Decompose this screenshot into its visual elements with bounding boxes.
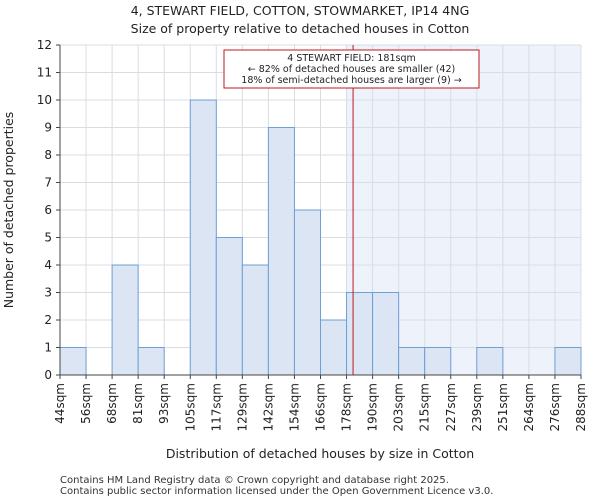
bar-14 [424, 347, 452, 376]
y-axis-label: Number of detached properties [1, 112, 16, 309]
annotation-line-3: 18% of semi-detached houses are larger (… [241, 75, 461, 86]
annotation-line-1: 4 STEWART FIELD: 181sqm [287, 53, 415, 64]
x-tick-label-2: 68sqm [105, 383, 119, 424]
bar-19 [554, 347, 582, 376]
chart-subtitle: Size of property relative to detached ho… [131, 21, 470, 36]
bar-2 [111, 264, 139, 376]
bar-0 [59, 347, 87, 376]
bar-13 [398, 347, 426, 376]
bar-8 [267, 127, 295, 376]
annotation-box [223, 49, 480, 89]
y-tick-label-6: 6 [44, 203, 52, 217]
x-tick-label-6: 117sqm [209, 383, 223, 431]
x-tick-label-1: 56sqm [79, 383, 93, 424]
x-tick-label-20: 288sqm [574, 383, 588, 431]
y-tick-label-1: 1 [44, 341, 52, 355]
y-tick-label-11: 11 [37, 66, 52, 80]
x-tick-label-13: 203sqm [392, 383, 406, 431]
x-tick-label-14: 215sqm [418, 383, 432, 431]
x-axis-label: Distribution of detached houses by size … [166, 446, 474, 461]
x-tick-label-8: 142sqm [261, 383, 275, 431]
x-tick-label-17: 251sqm [496, 383, 510, 431]
y-tick-label-8: 8 [44, 148, 52, 162]
x-tick-label-10: 166sqm [314, 383, 328, 431]
y-tick-label-0: 0 [44, 368, 52, 382]
x-tick-label-3: 81sqm [131, 383, 145, 424]
bar-10 [320, 319, 348, 376]
bar-7 [241, 264, 269, 376]
x-tick-label-15: 227sqm [444, 383, 458, 431]
y-tick-label-4: 4 [44, 258, 52, 272]
x-tick-label-5: 105sqm [183, 383, 197, 431]
bar-3 [137, 347, 165, 376]
y-tick-label-2: 2 [44, 313, 52, 327]
footer-line-1: Contains HM Land Registry data © Crown c… [60, 475, 449, 486]
x-tick-label-19: 276sqm [548, 383, 562, 431]
bar-9 [293, 209, 322, 376]
annotation-line-2: ← 82% of detached houses are smaller (42… [248, 64, 455, 75]
bar-12 [372, 292, 400, 376]
y-tick-label-5: 5 [44, 231, 52, 245]
y-tick-label-9: 9 [44, 121, 52, 135]
x-tick-label-18: 264sqm [522, 383, 536, 431]
y-tick-label-12: 12 [37, 38, 52, 52]
x-tick-label-12: 190sqm [366, 383, 380, 431]
x-tick-label-16: 239sqm [470, 383, 484, 431]
x-tick-label-11: 178sqm [340, 383, 354, 431]
x-tick-label-9: 154sqm [287, 383, 301, 431]
y-tick-label-3: 3 [44, 286, 52, 300]
footer-line-2: Contains public sector information licen… [60, 486, 493, 497]
x-tick-label-0: 44sqm [53, 383, 67, 424]
bar-6 [215, 237, 243, 376]
y-tick-label-7: 7 [44, 176, 52, 190]
x-tick-label-4: 93sqm [157, 383, 171, 424]
bar-5 [189, 99, 217, 376]
bar-16 [476, 347, 504, 376]
x-tick-label-7: 129sqm [235, 383, 249, 431]
y-tick-label-10: 10 [37, 93, 52, 107]
chart-title: 4, STEWART FIELD, COTTON, STOWMARKET, IP… [131, 3, 470, 18]
bar-11 [346, 292, 374, 376]
